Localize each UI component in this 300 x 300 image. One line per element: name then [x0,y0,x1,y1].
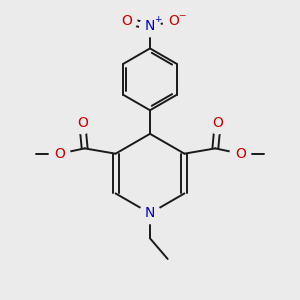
Text: O: O [235,147,246,161]
Circle shape [72,113,93,134]
Text: O: O [77,116,88,130]
Text: O: O [54,147,65,161]
Text: −: − [178,10,185,19]
Text: O: O [212,116,223,130]
Circle shape [207,113,228,134]
Text: N: N [145,19,155,33]
Text: +: + [154,15,162,24]
Circle shape [230,143,251,164]
Text: N: N [145,206,155,220]
Circle shape [49,143,70,164]
Text: O: O [168,14,179,28]
Circle shape [140,203,160,224]
Circle shape [116,11,137,31]
Circle shape [140,16,160,37]
Circle shape [163,11,184,31]
Text: O: O [121,14,132,28]
